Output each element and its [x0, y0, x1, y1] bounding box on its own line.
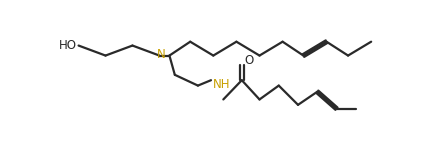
Text: NH: NH — [212, 78, 230, 91]
Text: O: O — [243, 54, 253, 67]
Text: N: N — [157, 48, 166, 60]
Text: HO: HO — [59, 39, 77, 52]
